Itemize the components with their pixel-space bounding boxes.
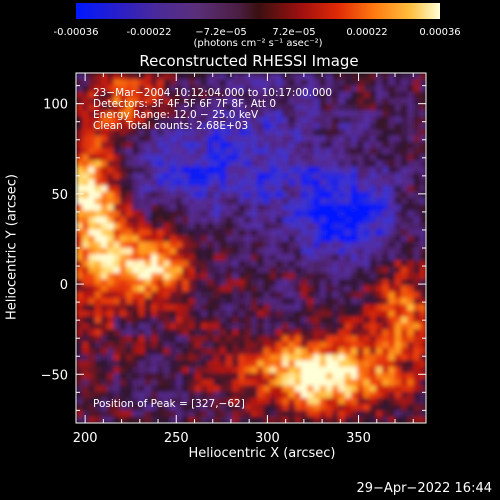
colorbar-unit-label: (photons cm⁻² s⁻¹ asec⁻²) <box>193 38 323 49</box>
colorbar-tick-label: 7.2e−05 <box>272 27 316 38</box>
info-total-counts: Clean Total counts: 2.68E+03 <box>93 120 249 132</box>
info-detectors: Detectors: 3F 4F 5F 6F 7F 8F, Att 0 <box>93 98 277 110</box>
x-tick-label: 350 <box>346 431 371 446</box>
x-tick-label: 250 <box>164 431 189 446</box>
axis-ticks: 200 250 300 350 100 50 0 −50 <box>41 73 426 446</box>
y-tick-label: 0 <box>60 278 68 293</box>
colorbar-tick-label: −7.2e−05 <box>195 27 247 38</box>
heatmap-image <box>76 73 426 423</box>
colorbar <box>76 3 440 19</box>
colorbar-tick-label: -0.00022 <box>126 27 172 38</box>
info-energy-range: Energy Range: 12.0 − 25.0 keV <box>93 109 259 121</box>
y-axis-label: Heliocentric Y (arcsec) <box>4 174 20 320</box>
x-tick-label: 300 <box>255 431 280 446</box>
y-tick-label: 100 <box>43 98 68 113</box>
footer-timestamp: 29−Apr−2022 16:44 <box>356 481 493 496</box>
colorbar-tick-label: 0.00036 <box>419 27 461 38</box>
colorbar-tick-label: -0.00036 <box>53 27 99 38</box>
info-time-range: 23−Mar−2004 10:12:04.000 to 10:17:00.000 <box>93 87 333 99</box>
x-axis-label: Heliocentric X (arcsec) <box>188 446 336 461</box>
y-tick-label: −50 <box>41 368 68 383</box>
peak-position-label: Position of Peak = [327,−62] <box>93 398 245 410</box>
y-tick-label: 50 <box>51 188 68 203</box>
chart-title: Reconstructed RHESSI Image <box>139 52 359 70</box>
x-tick-label: 200 <box>73 431 98 446</box>
colorbar-tick-label: 0.00022 <box>346 27 388 38</box>
